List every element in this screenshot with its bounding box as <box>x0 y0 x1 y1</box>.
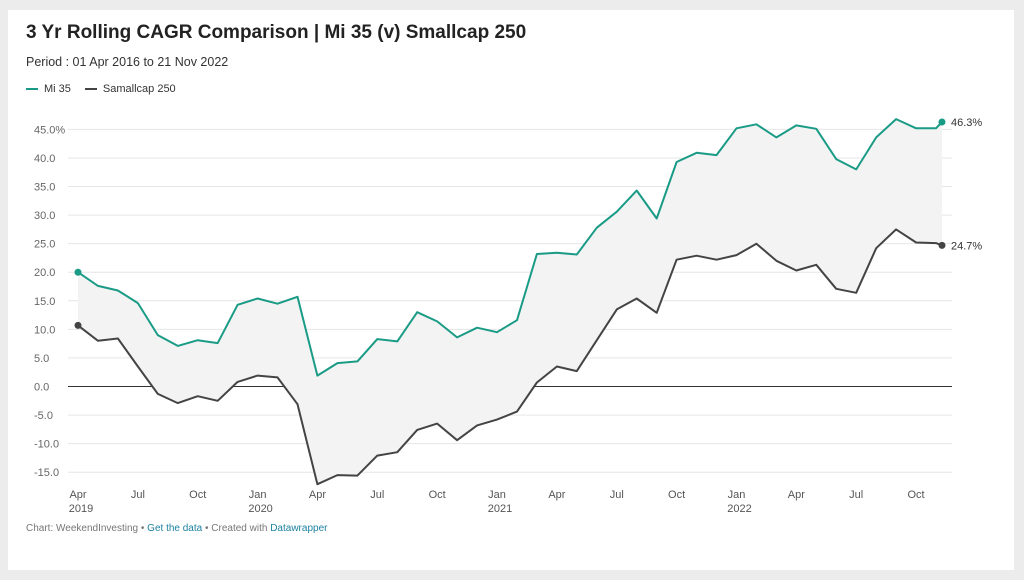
x-tick-label: Jan <box>728 489 746 501</box>
x-tick-label: Oct <box>907 489 924 501</box>
series-line-smallcap <box>77 228 943 486</box>
end-label-mi35: 46.3% <box>951 117 982 129</box>
x-tick-label: Oct <box>429 489 446 501</box>
x-tick-year-label: 2022 <box>727 503 751 515</box>
x-tick-label: Oct <box>189 489 206 501</box>
legend-label-mi35: Mi 35 <box>44 83 71 95</box>
chart-title: 3 Yr Rolling CAGR Comparison | Mi 35 (v)… <box>26 22 527 43</box>
x-tick-label: Jul <box>610 489 624 501</box>
x-tick-label: Apr <box>788 489 805 501</box>
end-point-mi35 <box>938 118 946 126</box>
y-tick-label: -10.0 <box>34 439 59 451</box>
start-point-mi35 <box>74 268 82 276</box>
chart-subtitle: Period : 01 Apr 2016 to 21 Nov 2022 <box>26 55 229 69</box>
x-tick-label: Jul <box>370 489 384 501</box>
x-tick-label: Jul <box>849 489 863 501</box>
y-tick-label: 5.0 <box>34 353 49 365</box>
x-tick-label: Apr <box>548 489 565 501</box>
legend-label-smallcap: Samallcap 250 <box>102 83 176 95</box>
x-tick-label: Jul <box>131 489 145 501</box>
start-point-smallcap <box>74 321 82 329</box>
x-tick-label: Jan <box>249 489 267 501</box>
range-area <box>78 119 942 485</box>
x-tick-label: Jan <box>488 489 506 501</box>
x-tick-label: Oct <box>668 489 685 501</box>
y-tick-label: 25.0 <box>34 239 55 251</box>
y-tick-label: 45.0% <box>34 124 65 136</box>
line-chart: 45.0% 40.0 35.0 30.0 25.0 20.0 15.0 10.0 5.0 0.0 -… <box>34 117 982 515</box>
footer-credit: Chart: WeekendInvesting • <box>26 523 148 534</box>
y-tick-label: 35.0 <box>34 182 55 194</box>
x-tick-year-label: 2021 <box>488 503 512 515</box>
y-tick-label: 0.0 <box>34 382 49 394</box>
end-point-smallcap <box>938 241 946 249</box>
footer-created-with: • Created with <box>202 523 271 534</box>
chart-legend: Mi 35 Samallcap 250 <box>26 82 176 96</box>
legend-item-mi35[interactable]: Mi 35 <box>26 83 71 95</box>
x-tick-label: Apr <box>69 489 86 501</box>
y-tick-label: 15.0 <box>34 296 55 308</box>
end-label-smallcap: 24.7% <box>951 240 982 252</box>
y-tick-label: 30.0 <box>34 210 55 222</box>
get-the-data-link[interactable]: Get the data <box>147 523 203 534</box>
x-tick-year-label: 2019 <box>69 503 93 515</box>
series-line-mi35 <box>77 118 943 377</box>
chart-footer: Chart: WeekendInvesting • Get the data •… <box>26 523 327 534</box>
legend-item-smallcap[interactable]: Samallcap 250 <box>84 83 176 95</box>
y-tick-label: 20.0 <box>34 267 55 279</box>
legend-swatch-mi35 <box>26 88 38 90</box>
legend-swatch-smallcap <box>84 88 97 90</box>
y-tick-label: 40.0 <box>34 153 55 165</box>
x-tick-year-label: 2020 <box>248 503 272 515</box>
y-tick-label: -15.0 <box>34 467 59 479</box>
y-tick-label: -5.0 <box>34 410 53 422</box>
x-tick-label: Apr <box>309 489 326 501</box>
datawrapper-link[interactable]: Datawrapper <box>270 523 328 534</box>
y-tick-label: 10.0 <box>34 324 55 336</box>
